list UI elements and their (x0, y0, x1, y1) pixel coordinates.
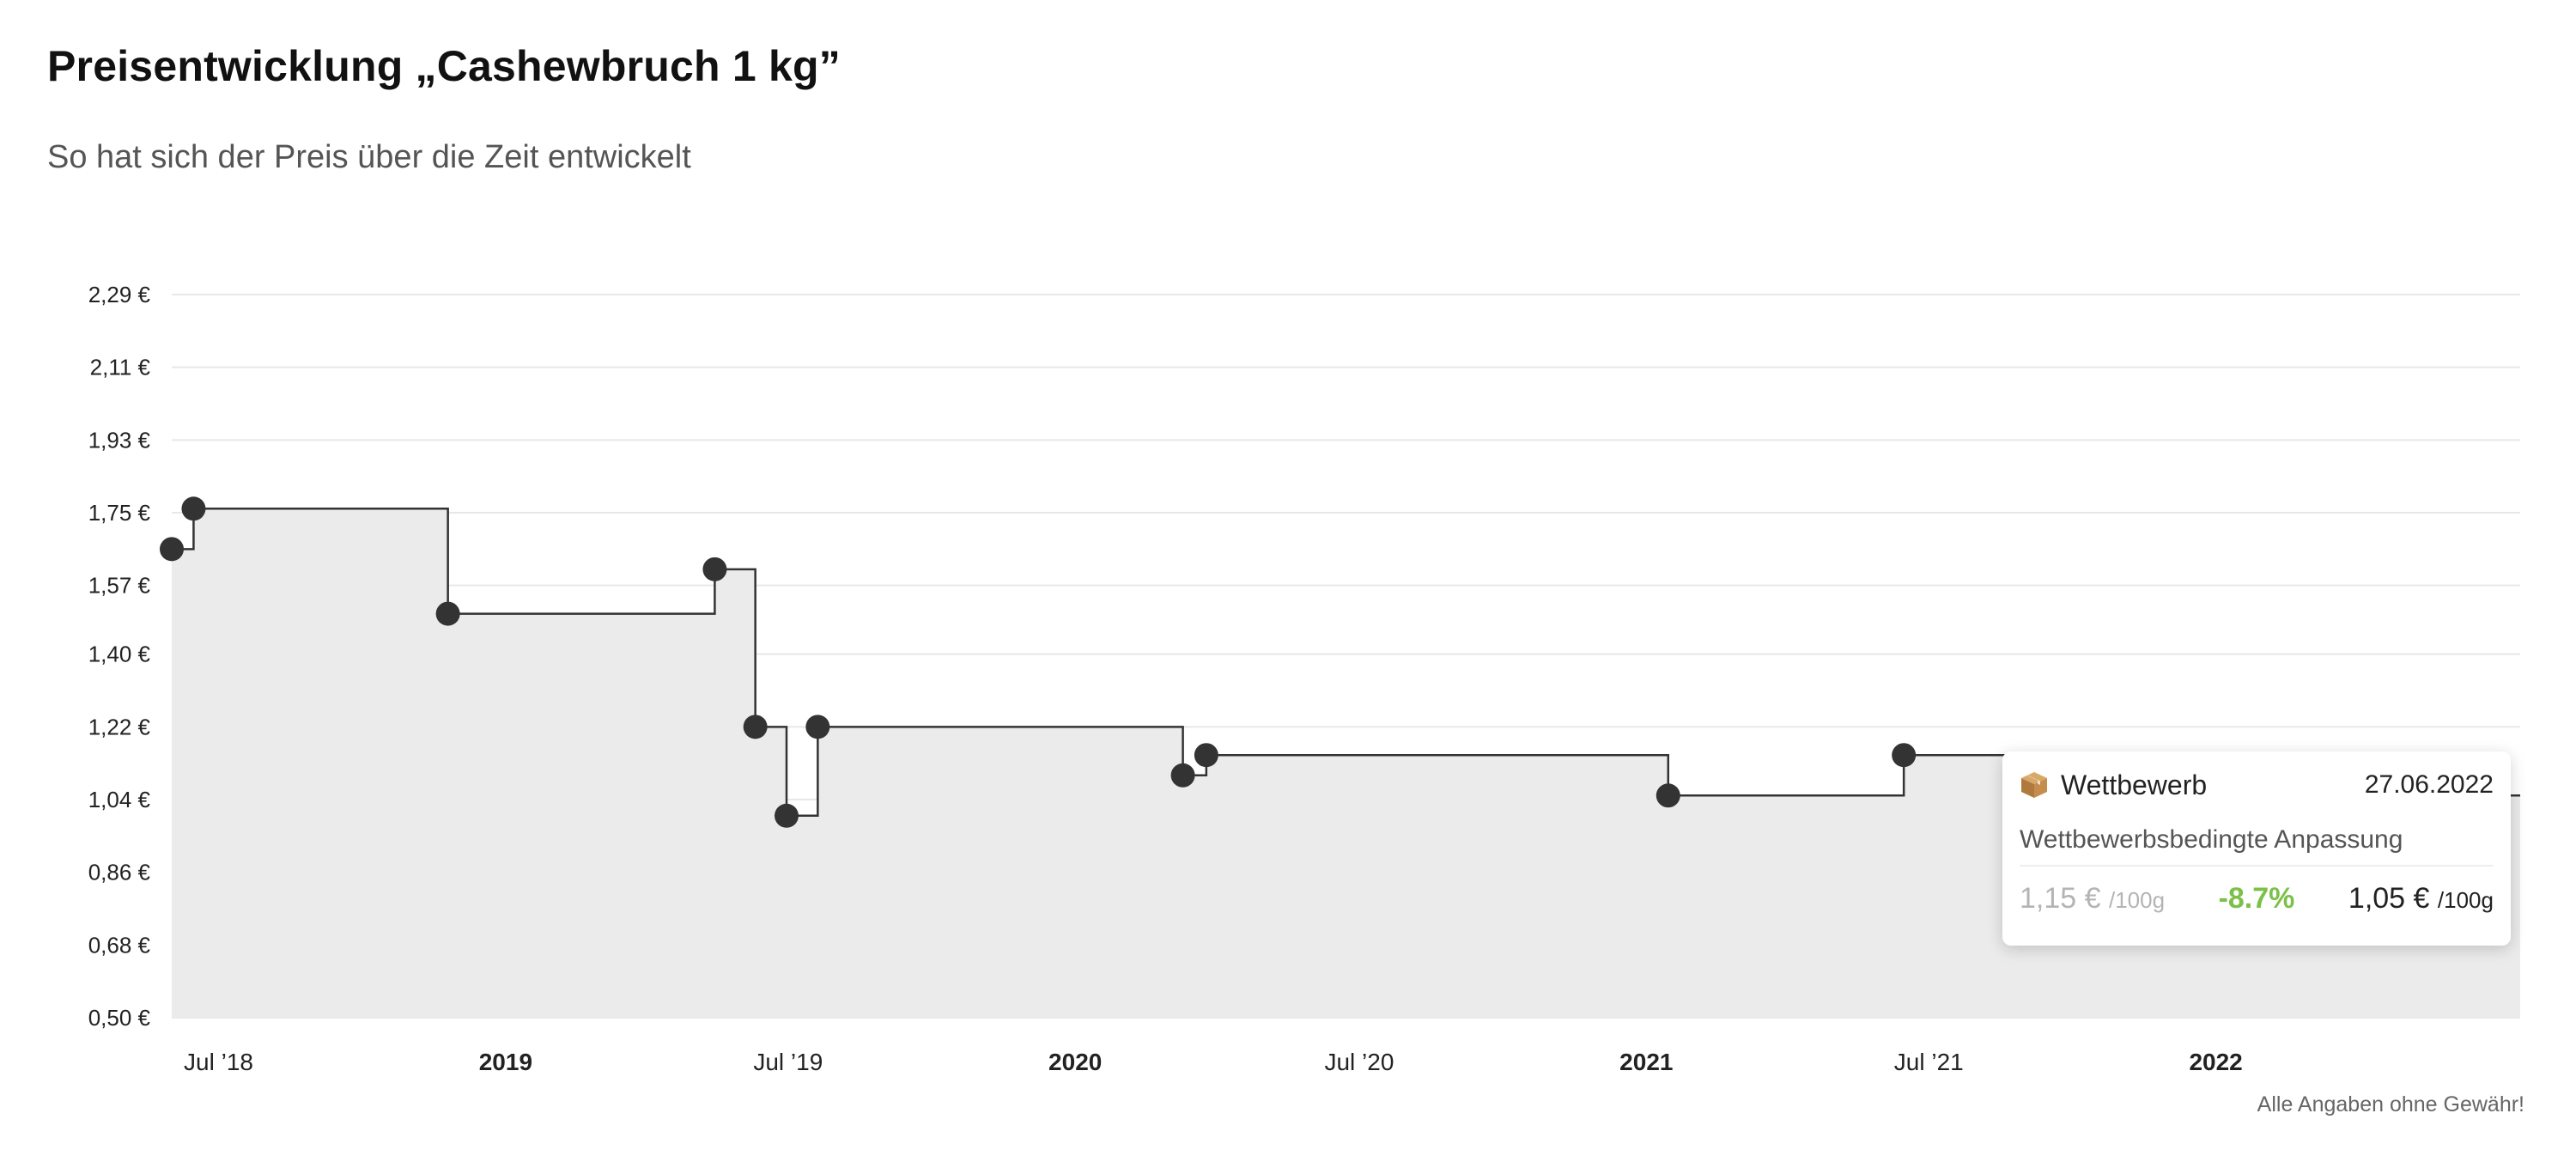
x-tick-label: Jul ’21 (1894, 1049, 1964, 1075)
tooltip-new-price: 1,05 € /100g (2348, 882, 2494, 916)
y-tick-label: 1,40 € (88, 642, 151, 667)
price-area (172, 508, 2520, 1018)
y-tick-label: 0,50 € (88, 1005, 151, 1031)
tooltip-prices: 1,15 € /100g -8.7% 1,05 € /100g (2020, 882, 2494, 930)
price-point[interactable] (775, 803, 799, 828)
y-axis-ticks: 2,29 € 2,11 € 1,93 € 1,75 € 1,57 € 1,40 € 1,22… (88, 282, 151, 1031)
x-tick-label: Jul ’18 (184, 1049, 253, 1075)
y-tick-label: 1,93 € (88, 427, 151, 453)
price-point[interactable] (702, 557, 727, 581)
price-point[interactable] (743, 715, 768, 739)
price-point[interactable] (160, 537, 184, 562)
price-step-line (172, 508, 2520, 818)
price-point[interactable] (435, 601, 460, 626)
old-price-unit: /100g (2108, 887, 2166, 913)
y-tick-label: 2,29 € (88, 282, 151, 307)
price-point[interactable] (1170, 763, 1195, 788)
price-point[interactable] (1656, 783, 1680, 808)
package-icon (2020, 770, 2049, 800)
price-area-fill (172, 508, 2520, 1018)
y-tick-label: 2,11 € (90, 355, 151, 380)
tooltip-header: Wettbewerb 27.06.2022 (2020, 764, 2494, 806)
y-tick-label: 1,75 € (88, 500, 151, 526)
price-point[interactable] (805, 715, 830, 739)
new-price-value: 1,05 € (2348, 882, 2430, 915)
x-tick-label: 2020 (1048, 1049, 1102, 1075)
x-tick-label: 2019 (479, 1049, 532, 1075)
new-price-unit: /100g (2437, 887, 2494, 913)
tooltip-description: Wettbewerbsbedingte Anpassung (2020, 825, 2403, 854)
price-point[interactable] (181, 496, 206, 521)
y-tick-label: 1,57 € (88, 573, 151, 599)
tooltip-change-percent: -8.7% (2218, 882, 2295, 915)
disclaimer: Alle Angaben ohne Gewähr! (2257, 1092, 2524, 1116)
y-tick-label: 1,04 € (88, 787, 151, 812)
x-tick-label: 2021 (1619, 1049, 1673, 1075)
x-axis-ticks: Jul ’18 2019 Jul ’19 2020 Jul ’20 2021 Jul ’21… (184, 1049, 2243, 1075)
tooltip-category-label: Wettbewerb (2061, 769, 2208, 800)
y-tick-label: 0,68 € (88, 932, 151, 958)
x-tick-label: Jul ’19 (753, 1049, 823, 1075)
price-point[interactable] (1892, 743, 1917, 768)
tooltip-old-price: 1,15 € /100g (2020, 882, 2165, 916)
tooltip-category: Wettbewerb (2020, 770, 2207, 801)
y-tick-label: 0,86 € (88, 860, 151, 885)
x-tick-label: 2022 (2189, 1049, 2242, 1075)
page-subtitle: So hat sich der Preis über die Zeit entw… (47, 139, 691, 175)
tooltip-divider (2020, 865, 2494, 867)
price-point[interactable] (1194, 743, 1218, 768)
price-line (172, 508, 2520, 818)
tooltip-date: 27.06.2022 (2364, 770, 2494, 799)
x-tick-label: Jul ’20 (1324, 1049, 1394, 1075)
y-tick-label: 1,22 € (88, 714, 151, 739)
old-price-value: 1,15 € (2020, 882, 2101, 915)
page-title: Preisentwicklung „Cashewbruch 1 kg” (47, 42, 841, 90)
price-change-tooltip: Wettbewerb 27.06.2022 Wettbewerbsbedingt… (2002, 751, 2511, 946)
